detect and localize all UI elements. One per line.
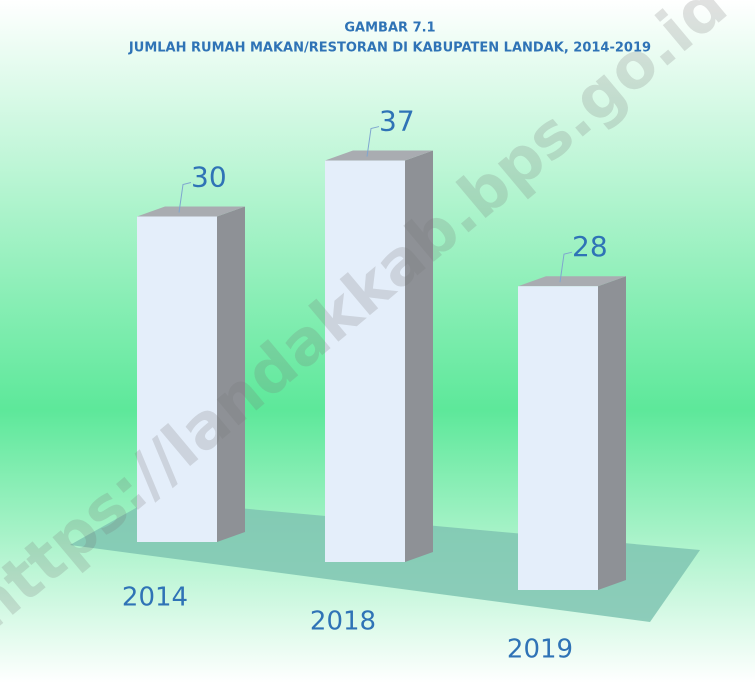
bar-top <box>325 150 433 161</box>
value-label: 30 <box>191 161 227 194</box>
bar-side <box>405 150 433 563</box>
bar-side <box>598 276 626 590</box>
label-leader <box>559 251 573 283</box>
bars: 30 2014 37 2018 28 2019 <box>122 105 626 665</box>
bar <box>518 286 598 590</box>
bar-side <box>217 206 245 542</box>
label-leader <box>178 182 192 213</box>
value-label: 28 <box>572 230 608 263</box>
bar <box>325 160 405 563</box>
x-tick-label: 2014 <box>122 583 188 613</box>
chart-subtitle: JUMLAH RUMAH MAKAN/RESTORAN DI KABUPATEN… <box>128 41 651 56</box>
bar <box>137 216 217 542</box>
chart-title: GAMBAR 7.1 <box>344 21 435 36</box>
bar-top <box>518 276 626 287</box>
bar-top <box>137 206 245 217</box>
label-leader <box>366 126 380 157</box>
value-label: 37 <box>379 105 415 138</box>
x-tick-label: 2018 <box>310 607 376 637</box>
x-tick-label: 2019 <box>507 635 573 665</box>
